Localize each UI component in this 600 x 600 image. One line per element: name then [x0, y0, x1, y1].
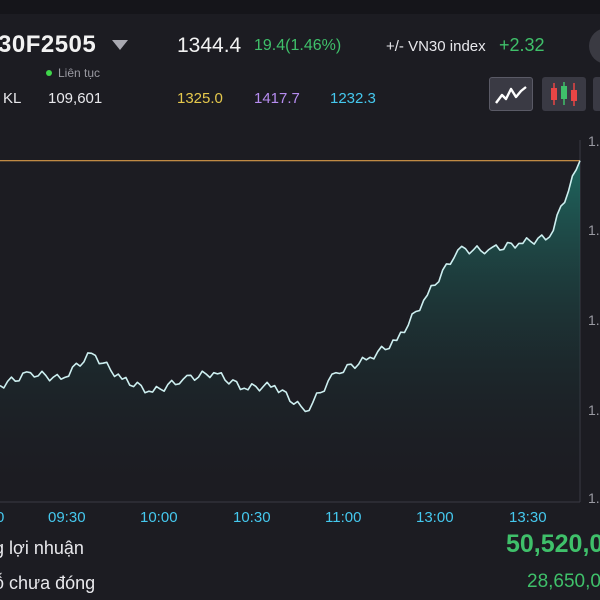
status-dot-icon [46, 70, 52, 76]
time-label: 11:00 [325, 509, 362, 526]
profit-value: 50,520,0 [506, 530, 600, 558]
open-position-label: ỗ chưa đóng [0, 573, 96, 593]
y-tick-label: 1. [588, 490, 600, 506]
volume-label: KL [3, 90, 22, 107]
time-label-0915: 0 [0, 509, 5, 526]
time-label: 10:00 [140, 509, 178, 526]
line-chart-icon [495, 86, 527, 104]
status-bar [0, 0, 600, 14]
price-chart[interactable] [0, 140, 600, 505]
reference-price: 1325.0 [177, 90, 223, 107]
y-tick-label: 1. [588, 222, 600, 238]
more-tools-button[interactable] [593, 77, 600, 111]
y-tick-label: 1. [588, 133, 600, 149]
y-tick-label: 1. [588, 312, 600, 328]
menu-button[interactable] [589, 28, 600, 64]
candlestick-chart-icon [551, 82, 577, 106]
price-line [0, 160, 581, 413]
price-area [0, 160, 580, 502]
market-status: Liên tục [58, 66, 101, 80]
price-change: 19.4(1.46%) [254, 37, 342, 54]
floor-price: 1232.3 [330, 90, 376, 107]
line-chart-button[interactable] [489, 77, 533, 111]
volume-value: 109,601 [48, 90, 103, 107]
current-price: 1344.4 [177, 34, 242, 57]
ceiling-price: 1417.7 [254, 90, 300, 107]
y-tick-label: 1. [588, 402, 600, 418]
index-label: +/- VN30 index [386, 38, 486, 55]
open-position-value: 28,650,0 [527, 571, 600, 592]
time-label: 09:30 [48, 509, 86, 526]
time-label: 10:30 [233, 509, 271, 526]
profit-label: g lợi nhuận [0, 538, 84, 558]
index-change: +2.32 [499, 35, 545, 55]
candlestick-chart-button[interactable] [542, 77, 586, 111]
symbol-title: 30F2505 [0, 31, 97, 58]
symbol-dropdown-icon[interactable] [112, 40, 128, 50]
time-label: 13:00 [416, 509, 454, 526]
time-label: 13:30 [509, 509, 547, 526]
